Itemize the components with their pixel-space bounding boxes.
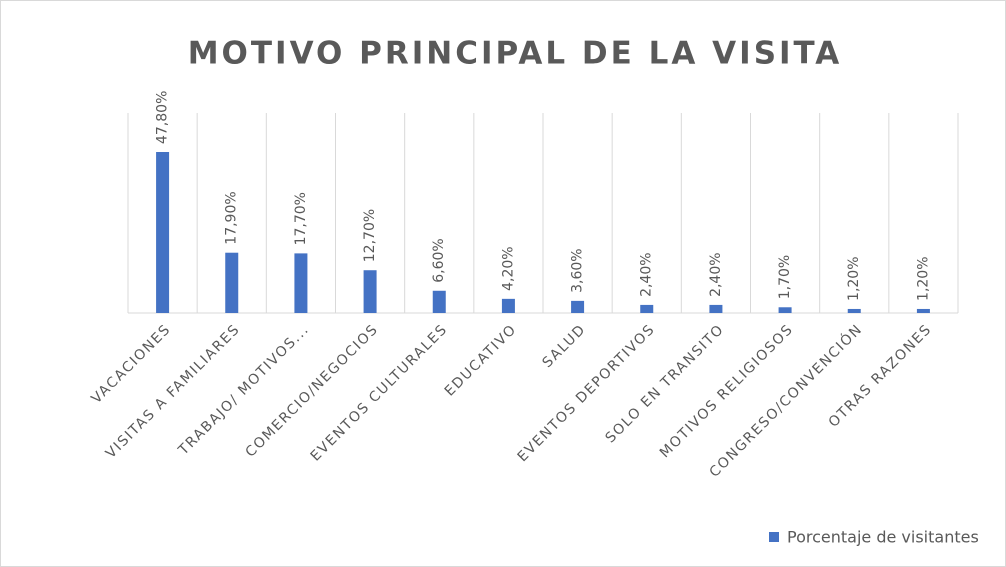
bar <box>225 252 239 313</box>
bar <box>432 290 446 313</box>
bar <box>363 270 377 313</box>
chart-title: MOTIVO PRINCIPAL DE LA VISITA <box>188 36 843 72</box>
bar <box>709 304 723 313</box>
legend-label: Porcentaje de visitantes <box>787 528 979 547</box>
value-label: 3,60% <box>570 248 586 292</box>
bar <box>501 298 515 313</box>
bar <box>847 308 861 313</box>
value-label: 4,20% <box>500 246 516 290</box>
bar <box>156 152 170 313</box>
value-label: 12,70% <box>362 209 378 262</box>
bar <box>571 300 585 313</box>
value-label: 2,40% <box>639 252 655 296</box>
bar <box>778 307 792 313</box>
value-label: 1,20% <box>846 256 862 300</box>
value-label: 47,80% <box>155 91 171 144</box>
value-label: 17,90% <box>224 191 240 244</box>
bar <box>294 253 308 313</box>
value-label: 6,60% <box>431 238 447 282</box>
value-label: 1,70% <box>777 255 793 299</box>
value-label: 17,70% <box>293 192 309 245</box>
value-label: 1,20% <box>915 256 931 300</box>
value-label: 2,40% <box>708 252 724 296</box>
bar <box>640 304 654 313</box>
legend-swatch <box>769 532 779 542</box>
bar <box>916 308 930 313</box>
